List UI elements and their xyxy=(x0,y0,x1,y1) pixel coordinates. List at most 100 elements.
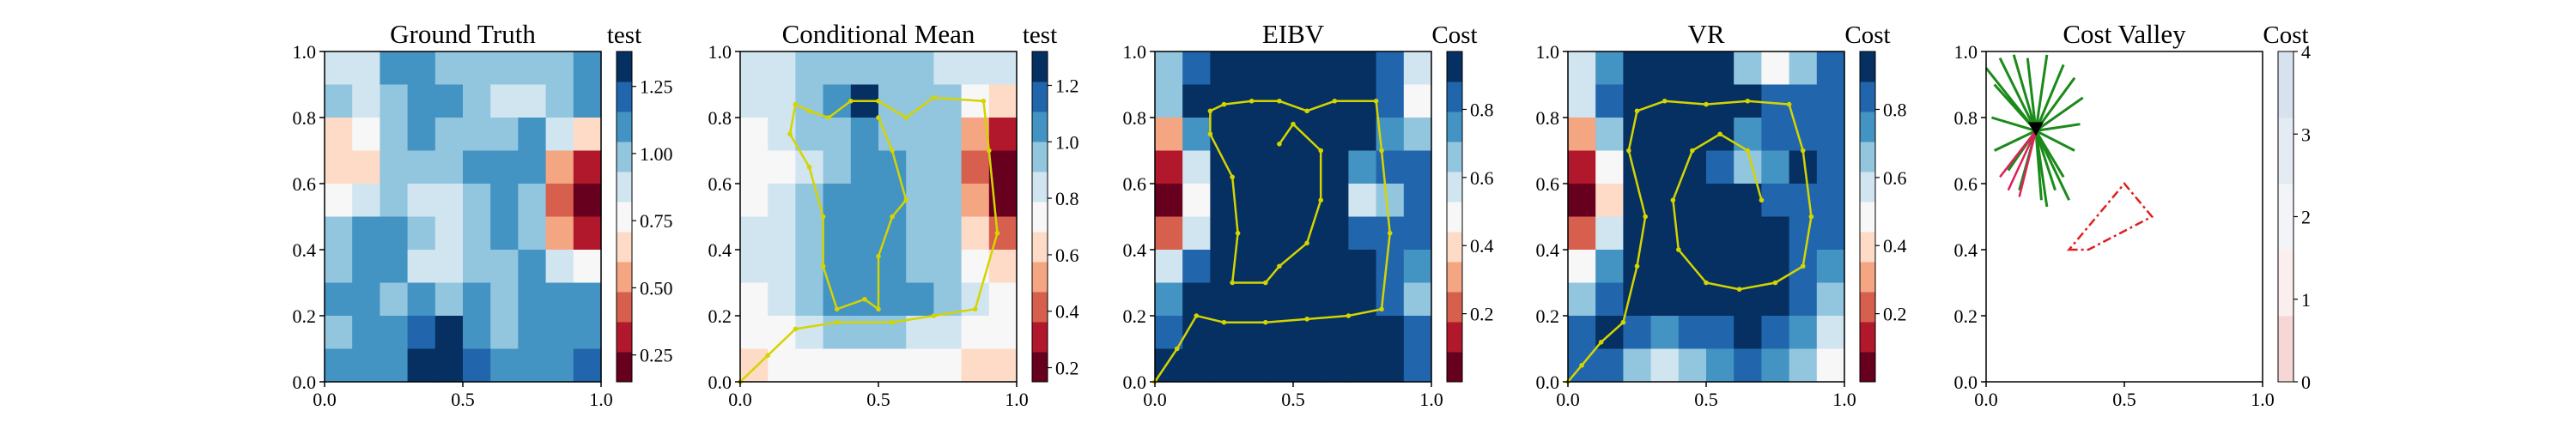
heatmap-cell xyxy=(933,348,963,383)
heatmap-cell xyxy=(573,348,602,383)
path-waypoint xyxy=(1643,214,1648,220)
colorbar-tick-label: 0.50 xyxy=(640,277,673,299)
heatmap-cell xyxy=(1595,216,1624,251)
colorbar-tick-label: 0.6 xyxy=(1470,167,1494,189)
path-waypoint xyxy=(876,115,881,120)
panel-title: Conditional Mean xyxy=(782,19,975,49)
heatmap-cell xyxy=(1403,250,1432,284)
path-waypoint xyxy=(1704,101,1709,107)
colorbar-frame xyxy=(1031,51,1048,383)
heatmap-cell xyxy=(988,84,1018,118)
heatmap-cell xyxy=(1321,250,1349,284)
colorbar-tick-label: 0.75 xyxy=(640,210,673,232)
panel-2: EIBV 0.0 0.5 1.0 0.0 0.2 0.4 0.6 0.8 1.0 Cost 0.2 0.… xyxy=(1123,19,1494,410)
heatmap-cell xyxy=(545,348,574,383)
colorbar-segment xyxy=(1447,322,1462,353)
colorbar-segment xyxy=(617,352,632,383)
y-tick-label: 1.0 xyxy=(1123,41,1147,63)
heatmap-cell xyxy=(906,184,934,218)
heatmap-cell xyxy=(1595,184,1624,218)
heatmap-cell xyxy=(1237,316,1267,350)
heatmap-cell xyxy=(1237,250,1267,284)
path-waypoint xyxy=(1207,108,1213,114)
heatmap-cell xyxy=(1761,216,1790,251)
heatmap-cell xyxy=(1348,150,1377,184)
heatmap-cell xyxy=(352,118,380,152)
path-waypoint xyxy=(834,306,840,312)
heatmap-cell xyxy=(1789,51,1818,86)
heatmap-cell xyxy=(518,282,547,317)
path-waypoint xyxy=(1304,108,1309,114)
heatmap-cell xyxy=(407,150,436,184)
x-tick-label: 0.0 xyxy=(1556,389,1580,410)
path-waypoint xyxy=(876,306,881,312)
heatmap-cell xyxy=(1734,348,1762,383)
path-waypoint xyxy=(1346,313,1352,318)
heatmap-cell xyxy=(878,348,907,383)
heatmap-cell xyxy=(1706,216,1735,251)
heatmap-cell xyxy=(325,216,353,251)
heatmap-cell xyxy=(878,150,907,184)
heatmap-cell xyxy=(407,51,436,86)
heatmap-cell xyxy=(1293,348,1321,383)
heatmap-cell xyxy=(407,84,436,118)
heatmap-cell xyxy=(1650,348,1680,383)
tree-branch xyxy=(2034,130,2070,201)
heatmap-cell xyxy=(1376,84,1405,118)
heatmap-cell xyxy=(740,118,769,152)
colorbar-segment xyxy=(1032,232,1048,263)
colorbar-tick-label: 1.00 xyxy=(640,143,673,165)
heatmap-cell xyxy=(490,216,519,251)
x-tick-label: 0.5 xyxy=(451,389,475,410)
path-waypoint xyxy=(1759,197,1765,203)
colorbar-segment xyxy=(1032,142,1048,172)
heatmap-cell xyxy=(1816,184,1845,218)
colorbar-segment xyxy=(1447,352,1462,383)
path-waypoint xyxy=(972,306,978,312)
heatmap-cell xyxy=(1376,250,1405,284)
path-waypoint xyxy=(1745,148,1751,154)
heatmap-cell xyxy=(1155,282,1183,317)
heatmap-cell xyxy=(1265,51,1294,86)
y-tick-label: 0.2 xyxy=(1536,305,1560,327)
path-waypoint xyxy=(1745,98,1751,104)
heatmap-cell xyxy=(325,316,353,350)
colorbar-frame xyxy=(1859,51,1876,383)
path-waypoint xyxy=(981,98,987,104)
heatmap-cell xyxy=(490,84,519,118)
heatmap-cell xyxy=(380,316,409,350)
candidate-path xyxy=(2007,130,2038,191)
heatmap-cell xyxy=(906,150,934,184)
heatmap-cell xyxy=(906,250,934,284)
heatmap-cell xyxy=(325,184,353,218)
heatmap-cell xyxy=(740,51,769,86)
heatmap-cell xyxy=(1816,250,1845,284)
heatmap-cell xyxy=(518,184,547,218)
path-waypoint xyxy=(1690,148,1695,154)
heatmap-cell xyxy=(906,282,934,317)
colorbar-tick-label: 3 xyxy=(2301,124,2311,145)
colorbar-frame xyxy=(1446,51,1463,383)
heatmap-cell xyxy=(518,51,547,86)
heatmap-cell xyxy=(490,184,519,218)
heatmap-cell xyxy=(463,84,491,118)
heatmap-cell xyxy=(850,118,879,152)
tree-branch xyxy=(1984,67,2038,132)
y-tick-label: 0.4 xyxy=(293,239,317,261)
heatmap-cell xyxy=(1568,250,1596,284)
heatmap-cell xyxy=(850,216,879,251)
path-waypoint xyxy=(1800,263,1806,269)
heatmap-cell xyxy=(823,84,852,118)
tree-branch xyxy=(2034,54,2049,131)
heatmap-cell xyxy=(1155,51,1183,86)
colorbar-segment xyxy=(617,172,632,202)
heatmap-cell xyxy=(1678,316,1707,350)
heatmap-cell xyxy=(768,150,796,184)
colorbar-segment xyxy=(1860,172,1875,202)
heatmap-cell xyxy=(545,316,574,350)
heatmap-cell xyxy=(407,348,436,383)
heatmap-cell xyxy=(768,282,796,317)
colorbar-segment xyxy=(1032,322,1048,353)
tree-branch xyxy=(2034,130,2049,208)
heatmap-cell xyxy=(325,250,353,284)
